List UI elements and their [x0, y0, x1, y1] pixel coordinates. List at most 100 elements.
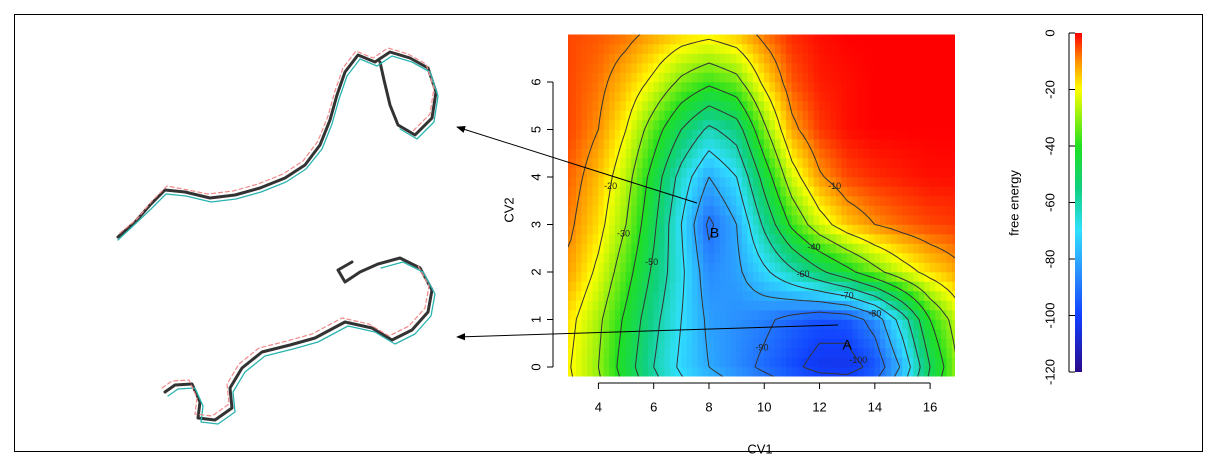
heat-cell: [803, 82, 809, 92]
heat-cell: [797, 243, 803, 253]
heat-cell: [648, 357, 654, 367]
heat-cell: [543, 82, 549, 92]
heat-cell: [758, 205, 764, 215]
heat-cell: [698, 329, 704, 339]
heat-cell: [830, 405, 836, 415]
heat-cell: [880, 82, 886, 92]
heat-cell: [781, 319, 787, 329]
heat-cell: [825, 110, 831, 120]
heat-cell: [946, 167, 952, 177]
heat-cell: [615, 34, 621, 44]
heat-cell: [576, 253, 582, 263]
heat-cell: [703, 186, 709, 196]
heat-cell: [559, 177, 565, 187]
heat-cell: [587, 177, 593, 187]
heat-cell: [565, 300, 571, 310]
heat-cell: [875, 253, 881, 263]
heat-cell: [897, 177, 903, 187]
heat-cell: [753, 177, 759, 187]
heat-cell: [664, 386, 670, 396]
heat-cell: [681, 110, 687, 120]
molecule-folded: [162, 258, 435, 424]
heat-cell: [582, 262, 588, 272]
heat-cell: [769, 234, 775, 244]
heat-cell: [781, 120, 787, 130]
heat-cell: [676, 300, 682, 310]
heat-cell: [792, 405, 798, 415]
heat-cell: [648, 129, 654, 139]
heat-cell: [559, 262, 565, 272]
heat-cell: [797, 53, 803, 63]
heat-cell: [587, 101, 593, 111]
heat-cell: [593, 224, 599, 234]
heat-cell: [559, 376, 565, 386]
heat-cell: [565, 262, 571, 272]
heat-cell: [648, 177, 654, 187]
heat-cell: [764, 110, 770, 120]
heat-cell: [559, 110, 565, 120]
heat-cell: [869, 357, 875, 367]
heat-cell: [642, 139, 648, 149]
heat-cell: [841, 72, 847, 82]
contour-label: -30: [617, 228, 630, 238]
heat-cell: [886, 44, 892, 54]
heat-cell: [742, 367, 748, 377]
heat-cell: [659, 234, 665, 244]
heat-cell: [847, 158, 853, 168]
heat-cell: [698, 53, 704, 63]
heat-cell: [753, 224, 759, 234]
heat-cell: [886, 177, 892, 187]
heat-cell: [941, 319, 947, 329]
heat-cell: [775, 34, 781, 44]
heat-cell: [653, 158, 659, 168]
heat-cell: [609, 405, 615, 415]
heat-cell: [698, 243, 704, 253]
heat-cell: [797, 395, 803, 405]
heat-cell: [847, 205, 853, 215]
heat-cell: [764, 272, 770, 282]
heat-cell: [604, 167, 610, 177]
heat-cell: [919, 110, 925, 120]
heat-cell: [908, 376, 914, 386]
heat-cell: [830, 72, 836, 82]
heat-cell: [913, 120, 919, 130]
x-axis-title: CV1: [747, 441, 772, 456]
heat-cell: [703, 110, 709, 120]
heat-cell: [952, 319, 958, 329]
heat-cell: [543, 272, 549, 282]
heat-cell: [593, 205, 599, 215]
heat-cell: [908, 253, 914, 263]
heat-cell: [609, 395, 615, 405]
heat-cell: [714, 129, 720, 139]
heat-cell: [637, 300, 643, 310]
heat-cell: [664, 63, 670, 73]
heat-cell: [543, 376, 549, 386]
heat-cell: [565, 139, 571, 149]
heat-cell: [670, 110, 676, 120]
heat-cell: [863, 101, 869, 111]
heat-cell: [576, 405, 582, 415]
heat-cell: [582, 63, 588, 73]
heat-cell: [703, 272, 709, 282]
heat-cell: [587, 234, 593, 244]
heat-cell: [631, 224, 637, 234]
heat-cell: [941, 329, 947, 339]
heat-cell: [946, 291, 952, 301]
heat-cell: [736, 348, 742, 358]
heat-cell: [642, 243, 648, 253]
heat-cell: [930, 34, 936, 44]
heat-cell: [731, 262, 737, 272]
heat-cell: [664, 196, 670, 206]
heat-cell: [554, 129, 560, 139]
heat-cell: [648, 196, 654, 206]
heat-cell: [825, 319, 831, 329]
heat-cell: [775, 319, 781, 329]
heat-cell: [609, 367, 615, 377]
heat-cell: [946, 110, 952, 120]
heat-cell: [869, 319, 875, 329]
heat-cell: [676, 272, 682, 282]
heat-cell: [775, 167, 781, 177]
heat-cell: [692, 291, 698, 301]
heat-cell: [913, 224, 919, 234]
heat-cell: [808, 319, 814, 329]
